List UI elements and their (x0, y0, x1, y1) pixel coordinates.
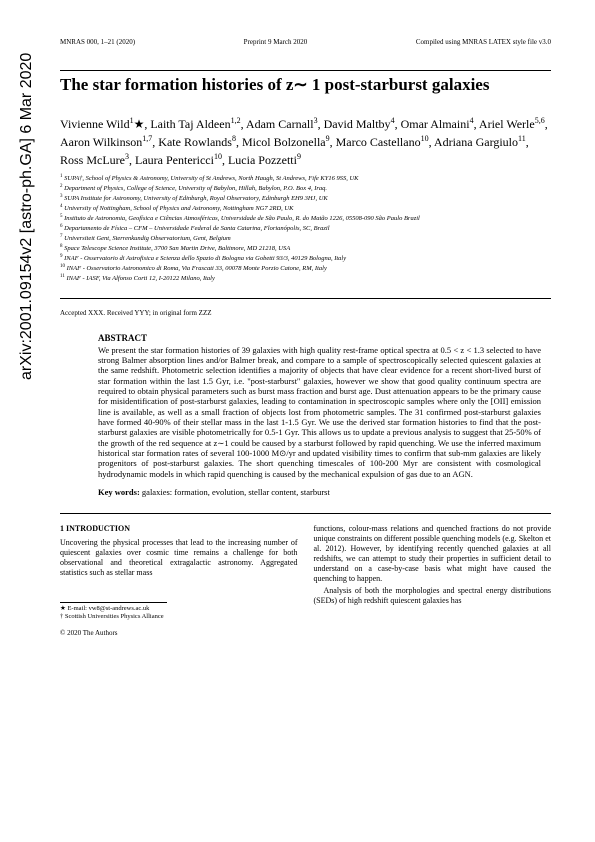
affiliation-7: 7 Universiteit Gent, Sterrenkundig Obser… (60, 234, 551, 244)
col2-paragraph-1: functions, colour-mass relations and que… (314, 524, 552, 584)
header-right: Compiled using MNRAS LATEX style file v3… (416, 38, 551, 46)
accepted-line: Accepted XXX. Received YYY; in original … (60, 303, 551, 317)
keywords-text: galaxies: formation, evolution, stellar … (142, 487, 330, 497)
col1-paragraph: Uncovering the physical processes that l… (60, 538, 298, 578)
affiliation-3: 3 SUPA Institute for Astronomy, Universi… (60, 194, 551, 204)
right-column: functions, colour-mass relations and que… (314, 524, 552, 638)
arxiv-identifier: arXiv:2001.09154v2 [astro-ph.GA] 6 Mar 2… (18, 53, 36, 380)
abstract-rule (60, 513, 551, 514)
page-content: MNRAS 000, 1–21 (2020) Preprint 9 March … (0, 0, 595, 668)
author-list: Vivienne Wild1★, Laith Taj Aldeen1,2, Ad… (60, 115, 551, 168)
keywords-label: Key words: (98, 487, 140, 497)
affiliation-1: 1 SUPA†, School of Physics & Astronomy, … (60, 174, 551, 184)
paper-title: The star formation histories of z∼ 1 pos… (60, 75, 551, 95)
section-1-heading: 1 INTRODUCTION (60, 524, 298, 534)
affiliation-2: 2 Department of Physics, College of Scie… (60, 184, 551, 194)
copyright-line: © 2020 The Authors (60, 629, 298, 638)
affiliation-10: 10 INAF - Osservatorio Astronomico di Ro… (60, 264, 551, 274)
header-left: MNRAS 000, 1–21 (2020) (60, 38, 135, 46)
affiliation-9: 9 INAF - Osservatorio di Astrofisica e S… (60, 254, 551, 264)
affiliation-5: 5 Instituto de Astronomia, Geofísica e C… (60, 214, 551, 224)
footnote-email: ★ E-mail: vw8@st-andrews.ac.uk (60, 605, 167, 613)
running-header: MNRAS 000, 1–21 (2020) Preprint 9 March … (60, 38, 551, 46)
keywords-line: Key words: galaxies: formation, evolutio… (98, 487, 541, 497)
left-column: 1 INTRODUCTION Uncovering the physical p… (60, 524, 298, 638)
affil-rule (60, 298, 551, 299)
affiliation-8: 8 Space Telescope Science Institute, 370… (60, 244, 551, 254)
affiliation-list: 1 SUPA†, School of Physics & Astronomy, … (60, 174, 551, 283)
affiliation-4: 4 University of Nottingham, School of Ph… (60, 204, 551, 214)
abstract-body: We present the star formation histories … (98, 345, 541, 480)
footnotes-block: ★ E-mail: vw8@st-andrews.ac.uk † Scottis… (60, 602, 167, 621)
col2-paragraph-2: Analysis of both the morphologies and sp… (314, 586, 552, 606)
header-rule (60, 70, 551, 71)
header-center: Preprint 9 March 2020 (244, 38, 308, 46)
footnote-supa: † Scottish Universities Physics Alliance (60, 613, 167, 621)
affiliation-6: 6 Departamento de Física – CFM – Univers… (60, 224, 551, 234)
body-columns: 1 INTRODUCTION Uncovering the physical p… (60, 524, 551, 638)
affiliation-11: 11 INAF - IASF, Via Alfonso Corti 12, I-… (60, 274, 551, 284)
abstract-section: ABSTRACT We present the star formation h… (98, 333, 541, 498)
abstract-heading: ABSTRACT (98, 333, 541, 343)
